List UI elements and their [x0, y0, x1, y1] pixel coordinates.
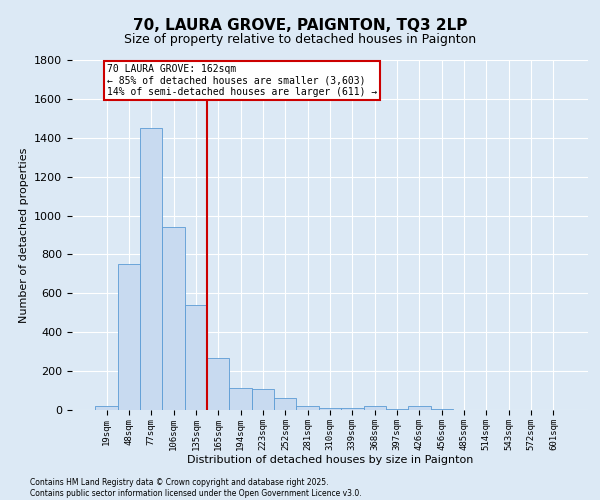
Bar [185, 305, 207, 410]
Bar [207, 358, 229, 410]
Bar [296, 406, 319, 410]
Text: 70, LAURA GROVE, PAIGNTON, TQ3 2LP: 70, LAURA GROVE, PAIGNTON, TQ3 2LP [133, 18, 467, 32]
Bar [163, 227, 185, 410]
Y-axis label: Number of detached properties: Number of detached properties [19, 148, 29, 322]
Bar [408, 406, 431, 410]
Text: 70 LAURA GROVE: 162sqm
← 85% of detached houses are smaller (3,603)
14% of semi-: 70 LAURA GROVE: 162sqm ← 85% of detached… [107, 64, 377, 97]
Bar [274, 398, 296, 410]
Bar [252, 388, 274, 410]
X-axis label: Distribution of detached houses by size in Paignton: Distribution of detached houses by size … [187, 456, 473, 466]
Bar [229, 388, 252, 410]
Bar [95, 406, 118, 410]
Text: Contains HM Land Registry data © Crown copyright and database right 2025.
Contai: Contains HM Land Registry data © Crown c… [30, 478, 362, 498]
Bar [386, 409, 408, 410]
Bar [364, 406, 386, 410]
Bar [140, 128, 163, 410]
Bar [118, 264, 140, 410]
Bar [341, 408, 364, 410]
Bar [319, 408, 341, 410]
Text: Size of property relative to detached houses in Paignton: Size of property relative to detached ho… [124, 32, 476, 46]
